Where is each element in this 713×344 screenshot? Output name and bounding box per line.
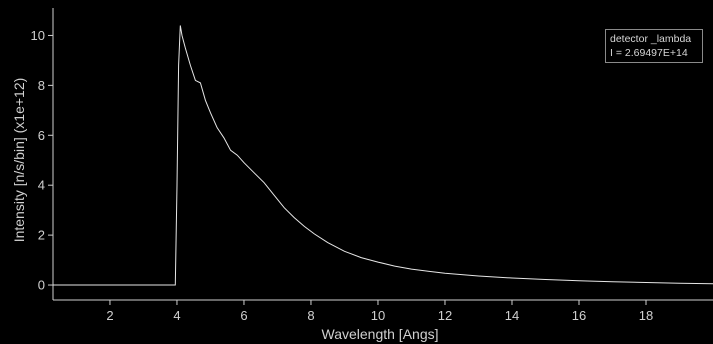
legend-title: detector _lambda xyxy=(610,33,692,45)
y-tick-label: 6 xyxy=(38,128,45,143)
x-tick-label: 12 xyxy=(438,308,452,323)
legend: detector _lambda I = 2.69497E+14 xyxy=(605,29,703,63)
x-tick-label: 2 xyxy=(106,308,113,323)
series-line xyxy=(53,25,713,286)
x-tick-label: 8 xyxy=(307,308,314,323)
x-tick-label: 6 xyxy=(240,308,247,323)
y-axis-title: Intensity [n/s/bin] (x1e+12) xyxy=(11,78,27,243)
x-axis-ticks: 2 4 6 8 10 12 14 16 18 xyxy=(106,300,653,323)
x-tick-label: 18 xyxy=(639,308,653,323)
y-tick-label: 2 xyxy=(38,228,45,243)
x-tick-label: 16 xyxy=(572,308,586,323)
x-tick-label: 4 xyxy=(173,308,180,323)
x-tick-label: 14 xyxy=(505,308,519,323)
x-tick-label: 10 xyxy=(371,308,385,323)
y-tick-label: 4 xyxy=(38,178,45,193)
y-tick-label: 8 xyxy=(38,78,45,93)
y-axis-ticks: 0 2 4 6 8 10 xyxy=(31,28,53,293)
y-tick-label: 10 xyxy=(31,28,45,43)
x-axis-title: Wavelength [Angs] xyxy=(322,326,439,342)
legend-intensity: I = 2.69497E+14 xyxy=(610,47,688,59)
y-tick-label: 0 xyxy=(38,278,45,293)
